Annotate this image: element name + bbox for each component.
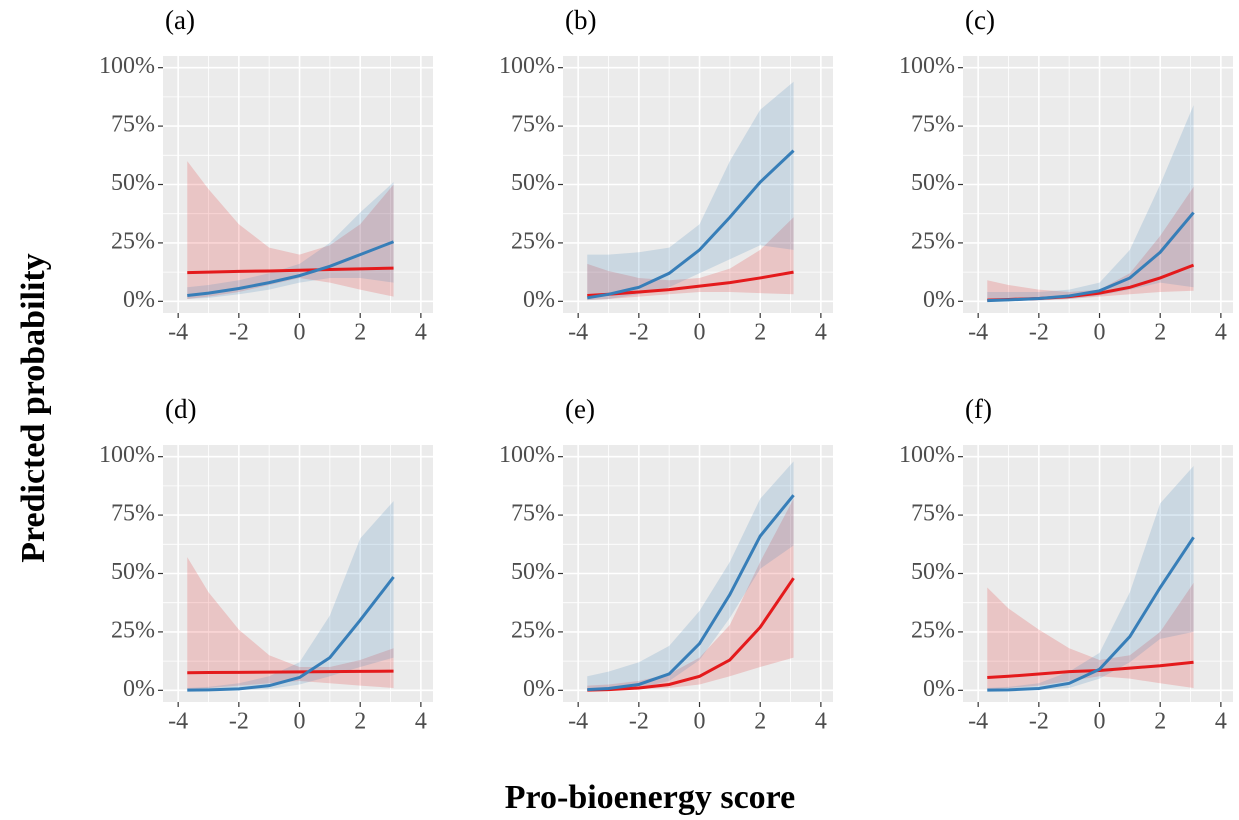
x-tick-label: 0 xyxy=(694,320,706,346)
x-tick-label: 0 xyxy=(694,709,706,735)
x-tick-label: -2 xyxy=(229,320,249,346)
y-tick-label: 25% xyxy=(911,228,955,254)
line xyxy=(987,536,1195,692)
y-tick-label: 50% xyxy=(111,170,155,196)
x-tick-label: -2 xyxy=(629,320,649,346)
panel-title: (b) xyxy=(565,5,596,35)
line xyxy=(587,577,795,692)
y-tick-label: 100% xyxy=(99,53,155,79)
x-tick-label: 4 xyxy=(415,320,427,346)
y-tick-label: 50% xyxy=(111,559,155,585)
confidence-band xyxy=(987,582,1194,690)
line xyxy=(187,266,394,275)
y-tick-label: 100% xyxy=(499,442,555,468)
y-tick-label: 0% xyxy=(923,287,955,313)
y-tick-label: 50% xyxy=(911,559,955,585)
x-tick-label: -2 xyxy=(229,709,249,735)
x-tick-label: 0 xyxy=(1094,320,1106,346)
x-tick-label: 0 xyxy=(294,709,306,735)
panel-title: (f) xyxy=(965,394,992,424)
line xyxy=(187,240,395,297)
confidence-band xyxy=(987,186,1194,302)
x-tick-label: 0 xyxy=(1094,709,1106,735)
x-tick-label: 0 xyxy=(294,320,306,346)
x-tick-label: 2 xyxy=(354,320,366,346)
x-tick-label: -4 xyxy=(968,709,988,735)
x-tick-label: 2 xyxy=(754,320,766,346)
y-tick-label: 25% xyxy=(111,228,155,254)
x-tick-label: 4 xyxy=(415,709,427,735)
y-axis-title: Predicted probability xyxy=(15,253,52,562)
panel-title: (c) xyxy=(965,5,995,35)
line xyxy=(187,576,395,692)
y-tick-label: 25% xyxy=(911,617,955,643)
x-tick-label: -4 xyxy=(168,320,188,346)
confidence-band xyxy=(187,557,394,690)
confidence-band xyxy=(587,498,794,691)
y-tick-label: 0% xyxy=(523,676,555,702)
x-tick-label: -2 xyxy=(1029,320,1049,346)
y-tick-label: 50% xyxy=(911,170,955,196)
x-tick-label: 2 xyxy=(1154,709,1166,735)
x-tick-label: 2 xyxy=(354,709,366,735)
x-axis-title: Pro-bioenergy score xyxy=(505,779,796,816)
y-tick-label: 25% xyxy=(111,617,155,643)
y-tick-label: 0% xyxy=(523,287,555,313)
confidence-band xyxy=(587,81,794,301)
x-tick-label: -2 xyxy=(629,709,649,735)
line xyxy=(987,660,1194,679)
line xyxy=(987,211,1195,303)
y-tick-label: 75% xyxy=(511,112,555,138)
x-tick-label: -4 xyxy=(168,709,188,735)
y-tick-label: 75% xyxy=(111,112,155,138)
x-tick-label: 4 xyxy=(815,709,827,735)
x-tick-label: 2 xyxy=(1154,320,1166,346)
y-tick-label: 100% xyxy=(899,442,955,468)
confidence-band xyxy=(187,161,394,299)
panel-title: (e) xyxy=(565,394,595,424)
y-tick-label: 50% xyxy=(511,559,555,585)
y-tick-label: 25% xyxy=(511,228,555,254)
confidence-band xyxy=(587,461,794,691)
panel-title: (d) xyxy=(165,394,196,424)
y-tick-label: 75% xyxy=(111,501,155,527)
line xyxy=(187,669,394,675)
x-tick-label: -2 xyxy=(1029,709,1049,735)
y-tick-label: 75% xyxy=(511,501,555,527)
panel-title: (a) xyxy=(165,5,195,35)
x-tick-label: 4 xyxy=(1215,709,1227,735)
line xyxy=(587,149,795,300)
x-tick-label: -4 xyxy=(568,709,588,735)
x-tick-label: 4 xyxy=(1215,320,1227,346)
y-tick-label: 75% xyxy=(911,112,955,138)
x-tick-label: 2 xyxy=(754,709,766,735)
line xyxy=(587,494,795,692)
y-tick-label: 0% xyxy=(123,676,155,702)
confidence-band xyxy=(987,466,1194,691)
y-tick-label: 0% xyxy=(923,676,955,702)
x-tick-label: -4 xyxy=(968,320,988,346)
y-tick-label: 0% xyxy=(123,287,155,313)
y-tick-label: 25% xyxy=(511,617,555,643)
y-tick-label: 75% xyxy=(911,501,955,527)
y-tick-label: 100% xyxy=(99,442,155,468)
y-tick-label: 100% xyxy=(499,53,555,79)
confidence-band xyxy=(987,105,1194,302)
y-tick-label: 100% xyxy=(899,53,955,79)
x-tick-label: -4 xyxy=(568,320,588,346)
x-tick-label: 4 xyxy=(815,320,827,346)
y-tick-label: 50% xyxy=(511,170,555,196)
